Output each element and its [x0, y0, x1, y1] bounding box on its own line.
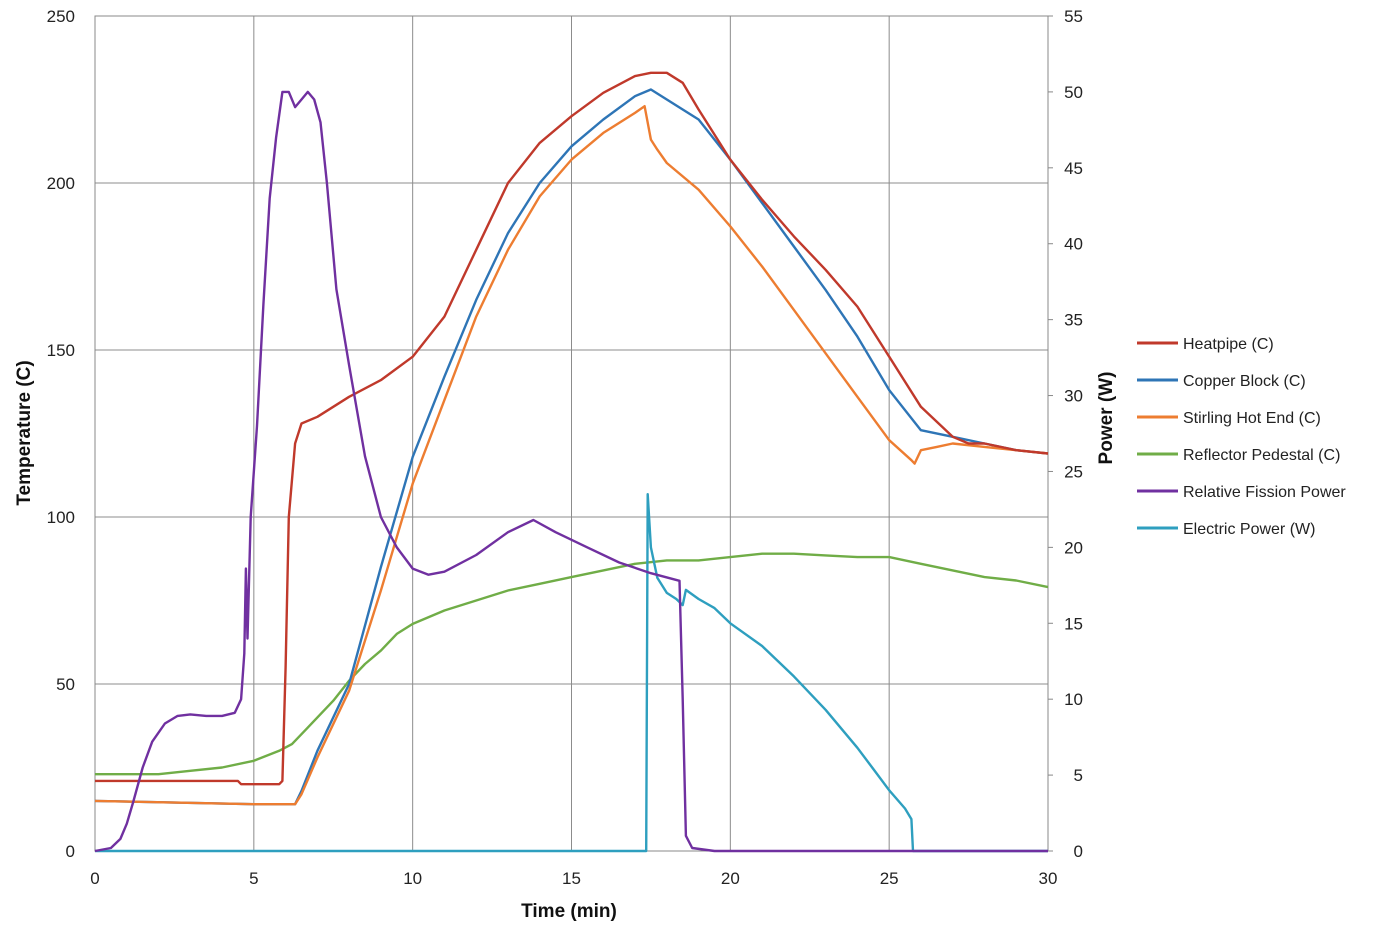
y2-tick-label: 0: [1074, 842, 1083, 861]
x-tick-label: 30: [1039, 869, 1058, 888]
y2-tick-label: 40: [1064, 235, 1083, 254]
x-axis-ticks: 0 5 10 15 20 25 30: [90, 869, 1057, 888]
x-tick-label: 0: [90, 869, 99, 888]
y-tick-label: 250: [47, 7, 75, 26]
series-lines: [94, 71, 1049, 853]
y-tick-label: 150: [47, 341, 75, 360]
x-tick-label: 15: [562, 869, 581, 888]
y2-axis-ticks: 0 5 10 15 20 25 30 35 40 45 50 55: [1048, 7, 1083, 861]
legend-label: Relative Fission Power: [1183, 484, 1346, 501]
y-tick-label: 50: [56, 675, 75, 694]
y2-axis-title: Power (W): [1096, 372, 1117, 465]
y-axis-title: Temperature (C): [14, 360, 35, 505]
y-axis-ticks: 0 50 100 150 200 250: [47, 7, 75, 861]
y2-tick-label: 55: [1064, 7, 1083, 26]
series-line-4: [94, 90, 1048, 853]
y2-tick-label: 10: [1064, 690, 1083, 709]
y2-tick-label: 20: [1064, 538, 1083, 557]
legend-label: Heatpipe (C): [1183, 336, 1274, 353]
series-line-2: [94, 105, 1049, 806]
x-axis-title: Time (min): [521, 901, 617, 922]
legend-label: Reflector Pedestal (C): [1183, 447, 1340, 464]
legend-label: Copper Block (C): [1183, 373, 1306, 390]
y2-tick-label: 45: [1064, 159, 1083, 178]
legend-label: Electric Power (W): [1183, 521, 1315, 538]
y-tick-label: 0: [66, 842, 75, 861]
y2-tick-label: 25: [1064, 462, 1083, 481]
y2-tick-label: 35: [1064, 311, 1083, 330]
series-line-5: [95, 493, 1048, 853]
y2-tick-label: 5: [1074, 766, 1083, 785]
y2-tick-label: 50: [1064, 83, 1083, 102]
x-tick-label: 5: [249, 869, 258, 888]
x-tick-label: 10: [403, 869, 422, 888]
y-tick-label: 100: [47, 508, 75, 527]
legend: Heatpipe (C) Copper Block (C) Stirling Hot…: [1137, 336, 1346, 538]
y-tick-label: 200: [47, 174, 75, 193]
series-line-3: [95, 552, 1049, 776]
y2-tick-label: 15: [1064, 614, 1083, 633]
y2-tick-label: 30: [1064, 387, 1083, 406]
legend-label: Stirling Hot End (C): [1183, 410, 1321, 427]
series-line-1: [94, 88, 1049, 806]
x-tick-label: 25: [880, 869, 899, 888]
x-tick-label: 20: [721, 869, 740, 888]
series-line-0: [95, 71, 1049, 786]
